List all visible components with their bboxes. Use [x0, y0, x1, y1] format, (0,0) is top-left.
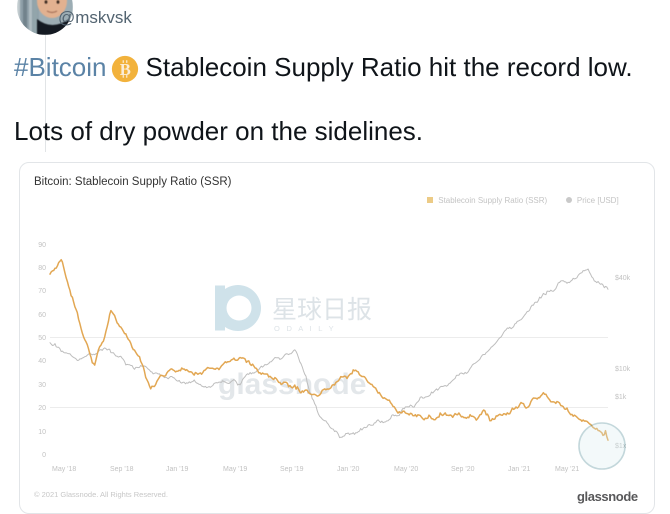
- svg-text:B: B: [119, 60, 130, 79]
